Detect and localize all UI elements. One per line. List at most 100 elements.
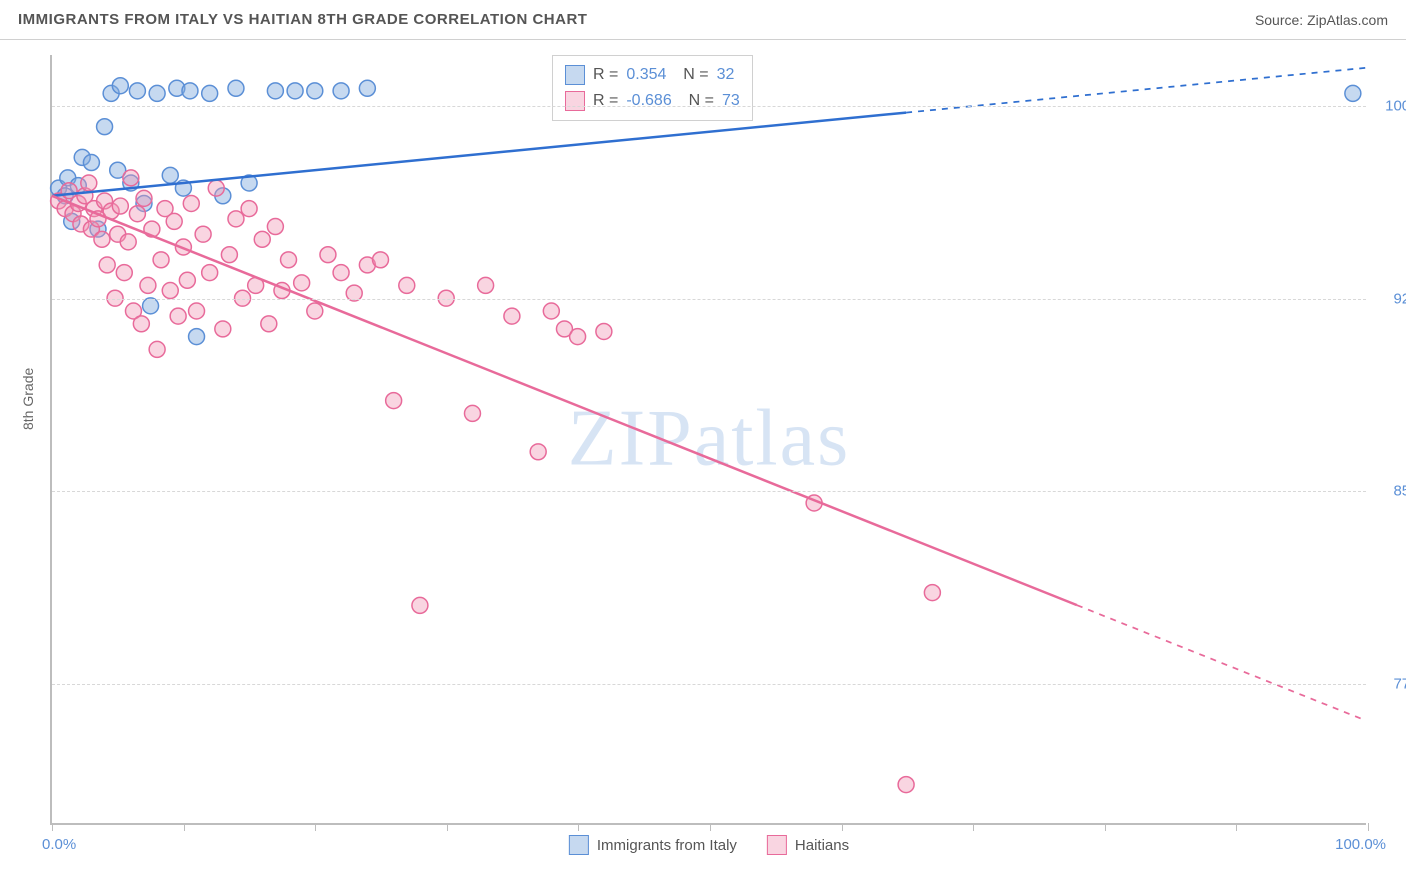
scatter-point-haitians (120, 234, 136, 250)
scatter-point-haitians (215, 321, 231, 337)
scatter-point-italy (143, 298, 159, 314)
x-tick (842, 823, 843, 831)
scatter-point-italy (129, 83, 145, 99)
x-tick (315, 823, 316, 831)
legend-r-label: R = (593, 62, 618, 88)
scatter-point-italy (189, 329, 205, 345)
series-legend-item-italy: Immigrants from Italy (569, 835, 737, 855)
series-swatch-italy (569, 835, 589, 855)
scatter-point-haitians (123, 170, 139, 186)
y-tick-label: 92.5% (1376, 290, 1406, 307)
scatter-point-haitians (399, 277, 415, 293)
legend-row-haitians: R = -0.686 N = 73 (565, 88, 740, 114)
series-label-italy: Immigrants from Italy (597, 837, 737, 854)
scatter-point-haitians (195, 226, 211, 242)
scatter-point-haitians (116, 265, 132, 281)
gridline (52, 491, 1366, 492)
scatter-point-haitians (228, 211, 244, 227)
legend-n-value-haitians: 73 (722, 88, 740, 114)
scatter-point-haitians (99, 257, 115, 273)
scatter-point-haitians (320, 247, 336, 263)
chart-svg (52, 55, 1366, 823)
scatter-point-italy (97, 119, 113, 135)
regression-line-haitians (52, 196, 1077, 605)
scatter-point-haitians (333, 265, 349, 281)
scatter-point-haitians (129, 206, 145, 222)
source-label: Source: ZipAtlas.com (1255, 12, 1388, 28)
source-prefix: Source: (1255, 12, 1307, 28)
scatter-point-italy (1345, 85, 1361, 101)
scatter-point-haitians (412, 597, 428, 613)
series-swatch-haitians (767, 835, 787, 855)
x-tick (973, 823, 974, 831)
scatter-point-haitians (166, 213, 182, 229)
scatter-point-haitians (208, 180, 224, 196)
scatter-point-haitians (543, 303, 559, 319)
regression-line-italy (52, 113, 906, 196)
scatter-point-italy (333, 83, 349, 99)
scatter-point-italy (202, 85, 218, 101)
scatter-point-italy (112, 78, 128, 94)
scatter-point-haitians (570, 329, 586, 345)
scatter-point-haitians (281, 252, 297, 268)
page-title: IMMIGRANTS FROM ITALY VS HAITIAN 8TH GRA… (18, 11, 587, 28)
scatter-point-italy (182, 83, 198, 99)
x-tick (710, 823, 711, 831)
regression-line-dashed-haitians (1077, 605, 1366, 720)
scatter-point-haitians (267, 219, 283, 235)
legend-n-label: N = (680, 88, 714, 114)
legend-n-label: N = (674, 62, 708, 88)
series-legend: Immigrants from Italy Haitians (569, 835, 849, 855)
scatter-point-haitians (133, 316, 149, 332)
scatter-point-haitians (898, 777, 914, 793)
scatter-point-haitians (170, 308, 186, 324)
scatter-point-haitians (504, 308, 520, 324)
legend-n-value-italy: 32 (717, 62, 735, 88)
scatter-point-haitians (530, 444, 546, 460)
scatter-point-haitians (189, 303, 205, 319)
gridline (52, 684, 1366, 685)
scatter-point-italy (228, 80, 244, 96)
scatter-point-haitians (254, 231, 270, 247)
legend-r-label: R = (593, 88, 618, 114)
legend-r-value-italy: 0.354 (626, 62, 666, 88)
scatter-point-italy (287, 83, 303, 99)
scatter-point-haitians (307, 303, 323, 319)
scatter-point-italy (83, 155, 99, 171)
legend-swatch-haitians (565, 91, 585, 111)
scatter-point-italy (149, 85, 165, 101)
series-label-haitians: Haitians (795, 837, 849, 854)
scatter-point-haitians (179, 272, 195, 288)
scatter-point-haitians (294, 275, 310, 291)
correlation-legend: R = 0.354 N = 32 R = -0.686 N = 73 (552, 55, 753, 121)
x-tick (1105, 823, 1106, 831)
scatter-point-haitians (373, 252, 389, 268)
scatter-point-italy (307, 83, 323, 99)
scatter-point-haitians (464, 405, 480, 421)
x-axis-min-label: 0.0% (42, 836, 76, 853)
legend-row-italy: R = 0.354 N = 32 (565, 62, 740, 88)
x-tick (1236, 823, 1237, 831)
scatter-point-haitians (478, 277, 494, 293)
scatter-point-haitians (261, 316, 277, 332)
legend-swatch-italy (565, 65, 585, 85)
y-tick-label: 77.5% (1376, 675, 1406, 692)
y-tick-label: 100.0% (1376, 98, 1406, 115)
plot-area: ZIPatlas R = 0.354 N = 32 R = -0.686 N =… (50, 55, 1366, 825)
source-name: ZipAtlas.com (1307, 12, 1388, 28)
series-legend-item-haitians: Haitians (767, 835, 849, 855)
scatter-point-italy (162, 167, 178, 183)
scatter-point-haitians (136, 190, 152, 206)
scatter-point-haitians (924, 585, 940, 601)
scatter-point-haitians (162, 283, 178, 299)
gridline (52, 299, 1366, 300)
scatter-point-haitians (140, 277, 156, 293)
scatter-point-haitians (202, 265, 218, 281)
scatter-point-haitians (81, 175, 97, 191)
header: IMMIGRANTS FROM ITALY VS HAITIAN 8TH GRA… (0, 0, 1406, 40)
scatter-point-haitians (386, 393, 402, 409)
y-axis-title: 8th Grade (20, 368, 36, 430)
scatter-point-haitians (94, 231, 110, 247)
scatter-point-haitians (221, 247, 237, 263)
scatter-point-haitians (149, 341, 165, 357)
